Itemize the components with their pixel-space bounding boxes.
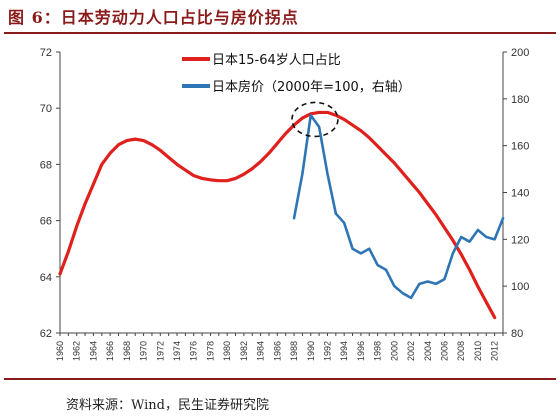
left-tick-label: 72 <box>40 47 52 59</box>
x-tick-label: 2006 <box>439 341 449 361</box>
right-tick-label: 140 <box>511 188 529 200</box>
left-tick-label: 68 <box>40 159 52 171</box>
x-tick-label: 1972 <box>155 341 165 361</box>
x-tick-label: 1986 <box>272 341 282 361</box>
x-tick-label: 2002 <box>406 341 416 361</box>
x-tick-label: 1968 <box>122 341 132 361</box>
x-tick-label: 1978 <box>205 341 215 361</box>
legend-label-labor: 日本15-64岁人口占比 <box>212 53 341 68</box>
right-tick-label: 80 <box>511 328 523 340</box>
x-tick-label: 1966 <box>105 341 115 361</box>
right-tick-label: 180 <box>511 94 529 106</box>
x-tick-label: 2008 <box>456 341 466 361</box>
left-tick-label: 62 <box>40 328 52 340</box>
right-tick-label: 200 <box>511 47 529 59</box>
x-tick-label: 1974 <box>172 341 182 361</box>
left-tick-label: 70 <box>40 103 52 115</box>
left-tick-label: 66 <box>40 216 52 228</box>
x-tick-label: 1996 <box>356 341 366 361</box>
chart: 62 64 66 68 70 72 80 100 120 140 160 180 200 1960 1962… <box>40 47 530 361</box>
x-tick-label: 1970 <box>139 341 149 361</box>
turning-point-circle <box>291 101 339 138</box>
x-tick-label: 1998 <box>373 341 383 361</box>
right-tick-label: 160 <box>511 141 529 153</box>
x-tick-label: 2010 <box>473 341 483 361</box>
series-line-house <box>292 113 505 300</box>
legend-label-house: 日本房价（2000年=100，右轴） <box>212 79 411 95</box>
series-line-labor <box>58 110 497 320</box>
x-tick-label: 1982 <box>239 341 249 361</box>
x-tick-label: 1990 <box>306 341 316 361</box>
left-tick-label: 64 <box>40 272 52 284</box>
x-tick-label: 1994 <box>339 341 349 361</box>
x-tick-label: 2012 <box>490 341 500 361</box>
title-rule <box>4 32 556 34</box>
x-tick-label: 1964 <box>88 341 98 361</box>
x-tick-label: 1976 <box>189 341 199 361</box>
x-tick-label: 1980 <box>222 341 232 361</box>
figure-title: 图 6：日本劳动力人口占比与房价拐点 <box>8 8 299 27</box>
x-tick-label: 2000 <box>389 341 399 361</box>
x-tick-label: 2004 <box>423 341 433 361</box>
x-tick-label: 1984 <box>256 341 266 361</box>
x-tick-label: 1992 <box>322 341 332 361</box>
chart-axes: 62 64 66 68 70 72 80 100 120 140 160 180 200 1960 1962… <box>40 47 530 361</box>
right-tick-label: 100 <box>511 281 529 293</box>
x-tick-label: 1962 <box>72 341 82 361</box>
x-tick-label: 1960 <box>55 341 65 361</box>
source-rule <box>4 378 556 380</box>
source-note: 资料来源：Wind，民生证券研究院 <box>66 398 269 413</box>
chart-legend: 日本15-64岁人口占比 日本房价（2000年=100，右轴） <box>182 53 411 95</box>
chart-series <box>58 101 505 320</box>
right-tick-label: 120 <box>511 234 529 246</box>
x-tick-label: 1988 <box>289 341 299 361</box>
